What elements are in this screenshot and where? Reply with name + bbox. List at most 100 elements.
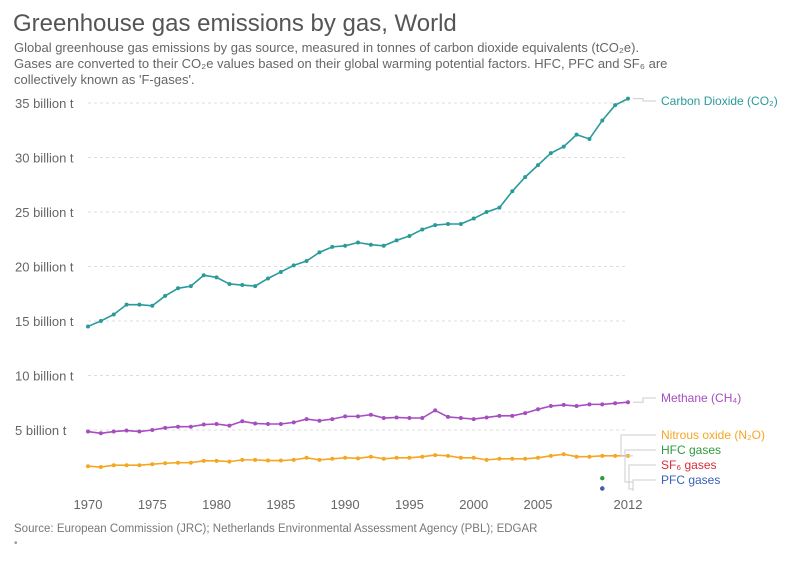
- data-point: [600, 402, 605, 407]
- legend-connector: [632, 479, 656, 491]
- data-point: [548, 404, 553, 409]
- data-point: [561, 402, 566, 407]
- data-point: [137, 463, 142, 468]
- data-point: [214, 458, 219, 463]
- data-point: [523, 175, 528, 180]
- legend-label: Carbon Dioxide (CO₂): [661, 94, 778, 108]
- data-point: [626, 96, 630, 101]
- data-point: [188, 284, 193, 289]
- data-point: [304, 417, 309, 422]
- data-point: [471, 455, 476, 460]
- data-point: [150, 303, 155, 308]
- data-point: [227, 281, 232, 286]
- data-point: [278, 458, 283, 463]
- x-tick-label: 1975: [138, 497, 167, 512]
- data-point: [214, 275, 219, 280]
- data-point: [240, 419, 245, 424]
- data-point: [278, 422, 283, 427]
- subtitle-line: collectively known as 'F-gases'.: [14, 72, 195, 87]
- data-point: [253, 421, 258, 426]
- x-tick-label: 1985: [266, 497, 295, 512]
- data-point: [600, 453, 605, 458]
- data-point: [137, 429, 142, 434]
- data-point: [471, 417, 476, 422]
- data-point: [510, 189, 515, 194]
- data-point: [433, 408, 438, 413]
- data-point: [510, 456, 515, 461]
- data-point: [253, 284, 258, 289]
- data-point: [407, 416, 412, 421]
- y-tick-label: 5 billion t: [15, 423, 67, 438]
- data-point: [536, 163, 540, 168]
- y-tick-label: 25 billion t: [15, 205, 74, 220]
- data-point: [446, 453, 450, 458]
- data-point: [98, 465, 103, 470]
- data-point: [317, 457, 322, 462]
- series-line: [87, 453, 628, 468]
- data-point: [497, 456, 502, 461]
- data-point: [626, 400, 630, 405]
- y-tick-label: 10 billion t: [15, 369, 74, 384]
- data-point: [356, 414, 360, 419]
- data-point: [176, 286, 180, 291]
- legend-label: SF₆ gases: [661, 458, 717, 472]
- data-point: [458, 416, 463, 421]
- data-point: [613, 453, 618, 458]
- data-point: [497, 413, 502, 418]
- y-tick-label: 15 billion t: [15, 314, 74, 329]
- data-point: [343, 455, 348, 460]
- data-point: [86, 429, 90, 434]
- data-point: [330, 244, 335, 249]
- chart-subtitle: Global greenhouse gas emissions by gas s…: [14, 40, 784, 88]
- data-point: [343, 414, 348, 419]
- data-point: [150, 462, 155, 467]
- data-point: [574, 404, 579, 409]
- data-point: [497, 205, 502, 210]
- data-point: [587, 136, 592, 141]
- subtitle-line: Global greenhouse gas emissions by gas s…: [14, 40, 640, 55]
- chart-title: Greenhouse gas emissions by gas, World: [13, 10, 457, 37]
- y-tick-label: 35 billion t: [15, 96, 74, 111]
- data-point: [111, 429, 116, 434]
- legend-connector: [633, 397, 656, 403]
- data-point: [368, 412, 373, 417]
- data-point: [484, 415, 489, 420]
- legend-label: Methane (CH₄): [661, 391, 741, 405]
- data-point: [523, 411, 528, 416]
- data-point: [291, 420, 296, 425]
- data-point: [278, 269, 283, 274]
- data-point: [381, 243, 386, 248]
- data-point: [201, 458, 206, 463]
- data-point: [510, 413, 515, 418]
- legend-connector: [633, 98, 656, 102]
- legend-label: Nitrous oxide (N₂O): [661, 428, 765, 442]
- data-point: [266, 422, 270, 427]
- data-point: [471, 216, 476, 221]
- data-point: [394, 455, 399, 460]
- data-point: [536, 455, 540, 460]
- data-point: [394, 238, 399, 243]
- data-point: [561, 144, 566, 149]
- data-point: [407, 233, 412, 238]
- x-tick-label: 2005: [524, 497, 553, 512]
- legend-label: PFC gases: [661, 473, 720, 487]
- legend-connector: [628, 464, 656, 490]
- data-point: [240, 457, 245, 462]
- y-tick-label: 30 billion t: [15, 151, 74, 166]
- data-point: [433, 223, 438, 228]
- data-point: [163, 461, 168, 466]
- data-point: [420, 454, 425, 459]
- data-point: [484, 210, 489, 214]
- data-point: [458, 455, 463, 460]
- legend-label: HFC gases: [661, 443, 721, 457]
- data-point: [98, 431, 103, 436]
- data-point: [253, 457, 258, 462]
- data-point: [574, 132, 579, 137]
- data-point: [600, 486, 605, 491]
- data-point: [150, 428, 155, 432]
- data-point: [111, 312, 116, 317]
- data-point: [304, 259, 309, 264]
- data-point: [368, 454, 373, 459]
- data-point: [317, 418, 322, 423]
